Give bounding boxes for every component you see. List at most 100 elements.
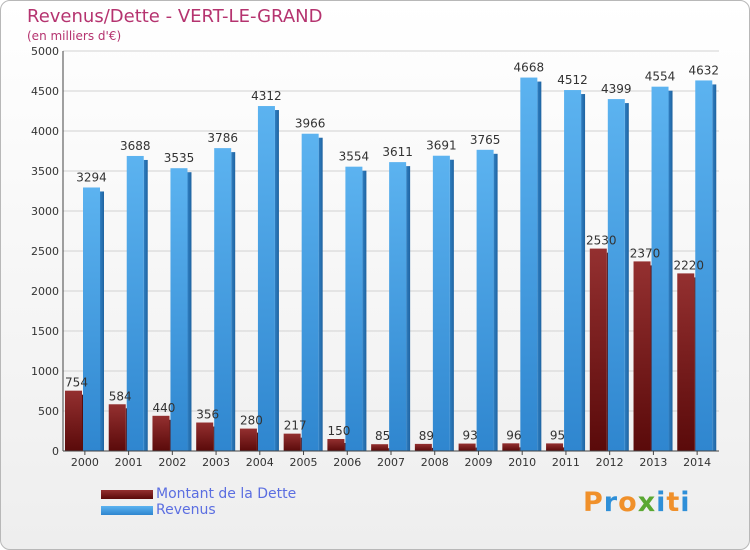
legend-item-debt: Montant de la Dette [101, 486, 401, 503]
x-tick-label: 2006 [333, 456, 361, 469]
bar-debt [327, 439, 345, 451]
value-label-revenus: 3691 [426, 139, 457, 153]
bar-debt [371, 444, 389, 451]
legend-item-revenus: Revenus [101, 502, 401, 519]
logo-letter: i [680, 487, 691, 518]
y-tick-label: 1000 [31, 365, 59, 378]
bar-revenus [83, 187, 100, 452]
y-tick-label: 3500 [31, 165, 59, 178]
bar-revenus-side [231, 152, 236, 451]
value-label-revenus: 4312 [251, 89, 282, 103]
chart-subtitle: (en milliers d'€) [27, 29, 122, 43]
value-label-debt: 217 [284, 419, 307, 433]
bar-revenus [651, 86, 669, 452]
bar-debt [65, 390, 82, 451]
x-tick-label: 2003 [202, 456, 230, 469]
value-label-debt: 440 [153, 401, 176, 415]
value-label-revenus: 4632 [688, 63, 719, 77]
bar-debt [502, 443, 520, 451]
bar-revenus-side [712, 84, 717, 451]
value-label-revenus: 4554 [645, 70, 676, 84]
bar-revenus-side [449, 159, 454, 451]
bar-revenus-side [318, 137, 323, 451]
bar-debt [239, 428, 257, 451]
legend: Montant de la Dette Revenus [101, 486, 401, 519]
bar-revenus-side [406, 166, 411, 451]
bar-revenus [476, 149, 494, 452]
bar-revenus-side [274, 110, 279, 451]
legend-swatch-revenus [101, 506, 153, 515]
y-tick-label: 0 [52, 445, 59, 458]
value-label-revenus: 3688 [120, 139, 151, 153]
value-label-debt: 280 [240, 414, 263, 428]
bar-revenus-side [537, 81, 542, 451]
bar-revenus-side [668, 90, 673, 452]
value-label-debt: 93 [462, 429, 477, 443]
bar-debt [546, 443, 564, 451]
logo-letter: P [583, 487, 604, 518]
logo-letter: r [603, 487, 619, 518]
bar-revenus [126, 155, 144, 451]
x-tick-label: 2007 [377, 456, 405, 469]
value-label-debt: 89 [419, 429, 434, 443]
value-label-revenus: 3611 [382, 145, 413, 159]
bar-revenus-side [143, 159, 148, 451]
value-label-revenus: 3535 [164, 151, 195, 165]
value-label-revenus: 3765 [470, 133, 501, 147]
bar-revenus [170, 168, 188, 451]
value-label-revenus: 4399 [601, 82, 632, 96]
bar-revenus-side [581, 94, 586, 451]
y-tick-label: 5000 [31, 45, 59, 58]
value-label-revenus: 3786 [207, 131, 238, 145]
bar-revenus [389, 162, 407, 451]
bar-debt [633, 261, 651, 451]
x-tick-label: 2005 [290, 456, 318, 469]
x-tick-label: 2001 [115, 456, 143, 469]
bar-revenus [564, 90, 582, 451]
bar-debt [589, 248, 607, 451]
bar-debt [196, 422, 214, 451]
value-label-revenus: 4512 [557, 73, 588, 87]
y-tick-label: 3000 [31, 205, 59, 218]
y-tick-label: 4000 [31, 125, 59, 138]
x-tick-label: 2004 [246, 456, 274, 469]
value-label-debt: 2220 [673, 258, 704, 272]
value-label-debt: 96 [506, 428, 521, 442]
x-tick-label: 2012 [596, 456, 624, 469]
y-tick-label: 500 [38, 405, 59, 418]
bar-revenus-side [624, 103, 629, 451]
bar-revenus-side [100, 191, 104, 452]
value-label-revenus: 3554 [339, 150, 370, 164]
bar-debt [458, 443, 476, 451]
value-label-debt: 85 [375, 429, 390, 443]
bar-debt [414, 443, 432, 451]
value-label-revenus: 3294 [76, 170, 107, 184]
x-tick-label: 2000 [71, 456, 99, 469]
bar-revenus-side [362, 170, 367, 451]
y-tick-label: 4500 [31, 85, 59, 98]
chart-title: Revenus/Dette - VERT-LE-GRAND [27, 6, 323, 27]
value-label-debt: 95 [550, 428, 565, 442]
bar-revenus [214, 148, 232, 451]
x-tick-label: 2011 [552, 456, 580, 469]
logo-letter: i [656, 487, 667, 518]
bar-revenus [695, 80, 713, 451]
bar-revenus [520, 77, 538, 451]
bar-debt [283, 433, 301, 451]
y-tick-label: 1500 [31, 325, 59, 338]
legend-label-revenus: Revenus [156, 502, 216, 518]
value-label-debt: 584 [109, 389, 132, 403]
x-tick-label: 2010 [508, 456, 536, 469]
legend-label-debt: Montant de la Dette [156, 486, 297, 502]
bar-revenus [345, 166, 363, 451]
logo-letter: t [666, 487, 681, 518]
logo-letter: x [637, 487, 657, 518]
bar-revenus [257, 106, 275, 451]
value-label-debt: 356 [196, 408, 219, 422]
value-label-debt: 2370 [630, 246, 661, 260]
x-tick-label: 2013 [639, 456, 667, 469]
bar-revenus-side [187, 172, 192, 451]
bar-debt [677, 273, 695, 451]
